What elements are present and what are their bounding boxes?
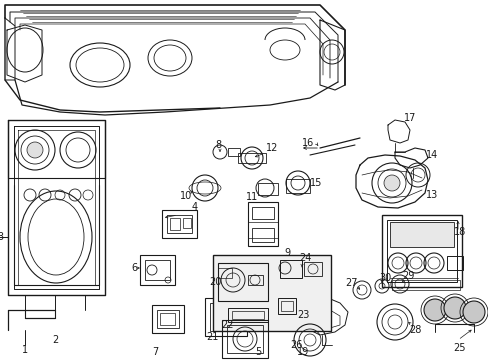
Bar [157, 310, 179, 328]
Bar [167, 215, 192, 233]
Circle shape [423, 299, 445, 321]
Text: 22: 22 [221, 320, 234, 330]
Text: 14: 14 [425, 150, 437, 160]
Bar [162, 210, 197, 238]
Bar [258, 183, 278, 195]
Bar [251, 228, 273, 242]
Bar [222, 320, 267, 358]
Bar [227, 308, 267, 322]
Bar [170, 218, 180, 230]
Bar [304, 262, 321, 276]
Text: 1: 1 [22, 345, 28, 355]
Text: 7: 7 [152, 347, 158, 357]
Bar [160, 313, 175, 325]
Bar [386, 220, 456, 282]
Bar [209, 303, 242, 331]
Text: 6: 6 [131, 263, 137, 273]
Text: 20: 20 [208, 277, 221, 287]
Bar [145, 260, 170, 280]
Bar [446, 256, 462, 270]
Text: 29: 29 [401, 271, 413, 281]
Bar [278, 298, 295, 314]
Bar [140, 255, 175, 285]
Text: 21: 21 [205, 332, 218, 342]
Bar [238, 153, 265, 163]
Bar [381, 215, 461, 287]
Bar [280, 260, 302, 278]
Text: 12: 12 [265, 143, 278, 153]
Text: 26: 26 [289, 340, 302, 350]
Text: 19: 19 [296, 347, 308, 357]
Text: 3: 3 [0, 232, 3, 242]
Circle shape [27, 142, 43, 158]
Text: 11: 11 [245, 192, 258, 202]
Text: 28: 28 [408, 325, 420, 335]
Text: 30: 30 [378, 273, 390, 283]
Text: 17: 17 [403, 113, 415, 123]
Text: 25: 25 [453, 343, 465, 353]
Text: 5: 5 [254, 347, 261, 357]
Circle shape [383, 175, 399, 191]
Text: 4: 4 [192, 202, 198, 212]
Bar [281, 301, 292, 311]
Bar [389, 222, 453, 247]
Text: 10: 10 [180, 191, 192, 201]
Text: 23: 23 [296, 310, 308, 320]
Text: 15: 15 [309, 178, 322, 188]
Bar [183, 218, 191, 228]
Text: 8: 8 [215, 140, 221, 150]
Bar [218, 263, 267, 301]
Bar [391, 280, 459, 290]
Text: 13: 13 [425, 190, 437, 200]
Text: 27: 27 [345, 278, 358, 288]
Text: 9: 9 [284, 248, 289, 258]
Circle shape [462, 301, 484, 323]
Bar [218, 268, 231, 278]
Bar [251, 207, 273, 219]
Text: 16: 16 [301, 138, 313, 148]
Text: 18: 18 [453, 227, 465, 237]
Text: 24: 24 [298, 253, 310, 263]
Text: 2: 2 [52, 335, 58, 345]
Bar [247, 275, 263, 285]
Bar [285, 179, 309, 193]
Bar [227, 148, 240, 156]
Bar [152, 305, 183, 333]
Bar [204, 298, 246, 336]
Bar [247, 202, 278, 246]
Bar [226, 325, 263, 353]
Bar [231, 311, 264, 319]
Circle shape [443, 297, 465, 319]
Bar [213, 255, 330, 331]
